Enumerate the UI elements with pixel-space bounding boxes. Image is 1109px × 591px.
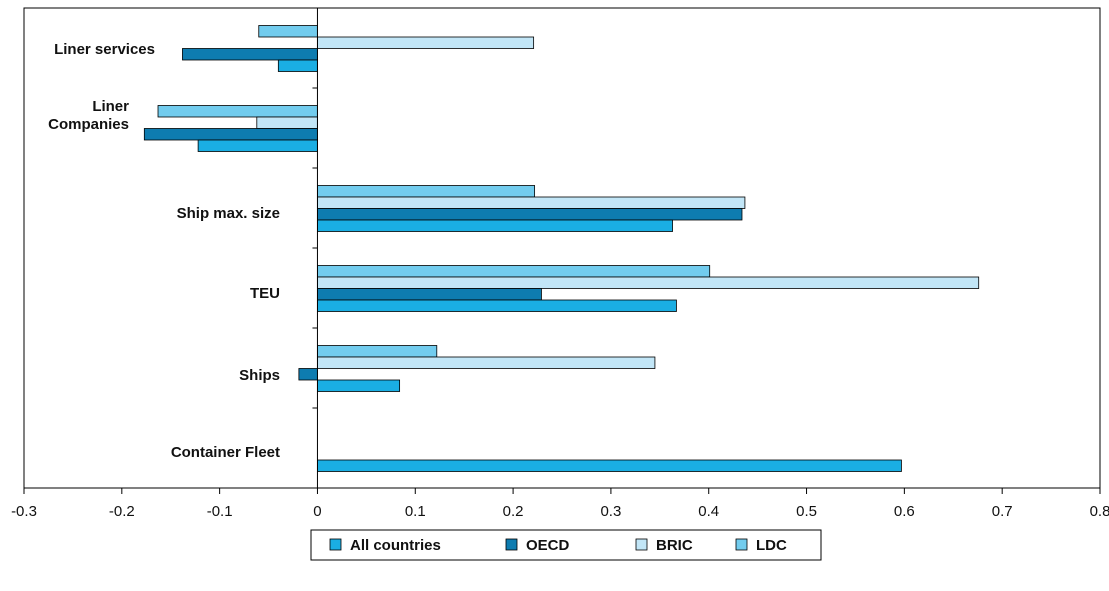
legend-label: OECD	[526, 537, 570, 554]
legend-swatch	[635, 538, 648, 551]
plot-area	[23, 7, 1101, 489]
bar-oecd-ship-max-size	[317, 208, 743, 221]
x-tick-label: 0.2	[503, 503, 524, 520]
x-tick-label: 0.5	[796, 503, 817, 520]
bar-bric-ship-max-size	[317, 196, 746, 209]
bar-ldc-liner-companies	[157, 105, 318, 118]
bar-all-countries-liner-companies	[197, 139, 318, 152]
category-ticks	[312, 87, 318, 409]
bar-oecd-liner-companies	[143, 128, 318, 141]
bar-bric-ships	[317, 356, 656, 369]
bar-all-countries-ships	[317, 379, 401, 392]
x-tick-label: 0.7	[992, 503, 1013, 520]
x-tick-label: -0.1	[207, 503, 233, 520]
bar-ldc-teu	[317, 265, 711, 278]
legend-swatch	[329, 538, 342, 551]
bar-all-countries-liner-services	[277, 59, 318, 72]
legend-swatch	[735, 538, 748, 551]
legend: All countries OECD BRIC LDC	[310, 529, 822, 561]
category-label: Liner	[92, 98, 129, 115]
bar-oecd-ships	[298, 368, 318, 381]
category-label: Companies	[48, 116, 129, 133]
category-label: Container Fleet	[171, 444, 280, 461]
legend-label: LDC	[756, 537, 787, 554]
bar-bric-liner-services	[317, 36, 535, 49]
bar-bric-liner-companies	[256, 116, 318, 129]
bar-ldc-ship-max-size	[317, 185, 536, 198]
category-label: Liner services	[54, 41, 155, 58]
x-tick-label: -0.2	[109, 503, 135, 520]
bar-all-countries-ship-max-size	[317, 219, 673, 232]
legend-swatch	[505, 538, 518, 551]
category-label: TEU	[250, 285, 280, 302]
legend-label: BRIC	[656, 537, 693, 554]
x-tick-label: 0.4	[698, 503, 719, 520]
x-tick-label: -0.3	[11, 503, 37, 520]
x-tick-label: 0.1	[405, 503, 426, 520]
category-label: Ships	[239, 367, 280, 384]
bar-oecd-teu	[317, 288, 542, 301]
x-tick-label: 0.6	[894, 503, 915, 520]
bar-bric-teu	[317, 276, 980, 289]
x-tick-label: 0	[313, 503, 321, 520]
x-tick-label: 0.8	[1090, 503, 1109, 520]
legend-label: All countries	[350, 537, 441, 554]
bar-ldc-liner-services	[258, 25, 318, 38]
bar-all-countries-container-fleet	[317, 459, 902, 472]
bar-ldc-ships	[317, 345, 438, 358]
category-label: Ship max. size	[177, 205, 280, 222]
bar-all-countries-teu	[317, 299, 677, 312]
x-axis-ticks: -0.3 -0.2 -0.1 0 0.1 0.2 0.3 0.4 0.5 0.6 0.7 0.8	[11, 488, 1109, 520]
bar-oecd-liner-services	[182, 48, 318, 61]
x-tick-label: 0.3	[600, 503, 621, 520]
